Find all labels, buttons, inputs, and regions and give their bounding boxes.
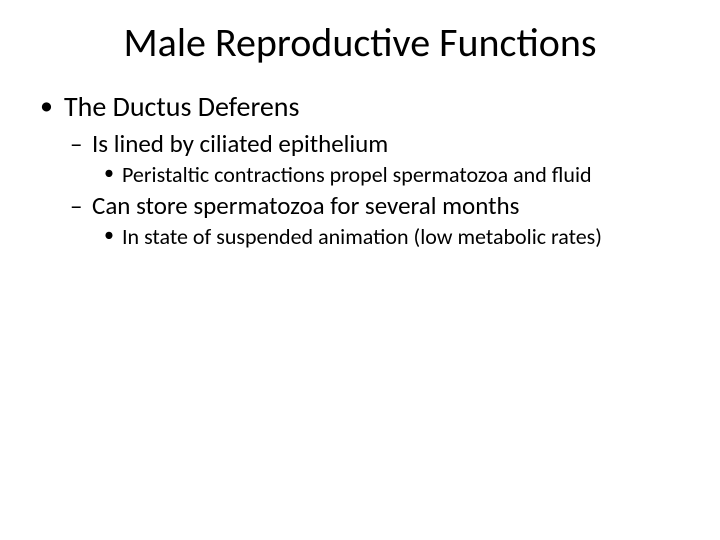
bullet-l2: Is lined by ciliated epithelium [40, 128, 680, 159]
bullet-l2: Can store spermatozoa for several months [40, 190, 680, 221]
bullet-list: The Ductus Deferens Is lined by ciliated… [40, 89, 680, 250]
bullet-l3: Peristaltic contractions propel spermato… [40, 161, 680, 188]
slide: Male Reproductive Functions The Ductus D… [0, 0, 720, 540]
bullet-l1: The Ductus Deferens [40, 89, 680, 124]
slide-title: Male Reproductive Functions [40, 18, 680, 67]
bullet-l3: In state of suspended animation (low met… [40, 223, 680, 250]
